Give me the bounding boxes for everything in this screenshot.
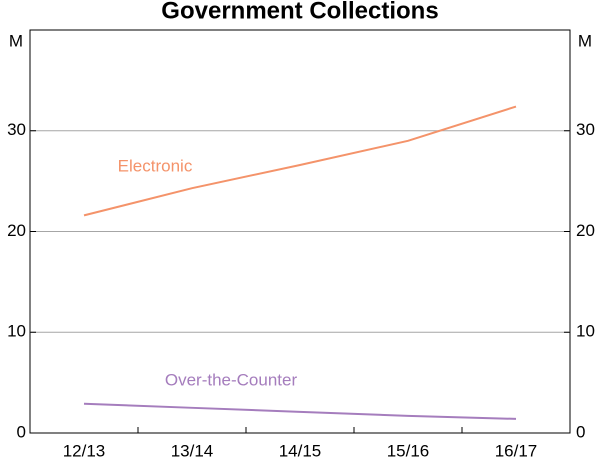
series-label: Electronic bbox=[118, 156, 193, 175]
x-tick-label: 14/15 bbox=[279, 441, 322, 460]
y-tick-label: 30 bbox=[7, 120, 26, 139]
x-tick-label: 15/16 bbox=[387, 441, 430, 460]
series-line bbox=[83, 402, 517, 420]
x-tick-label: 16/17 bbox=[495, 441, 538, 460]
y-tick-label: 0 bbox=[17, 422, 26, 441]
chart-title: Government Collections bbox=[161, 0, 438, 24]
series-label: Over-the-Counter bbox=[165, 370, 298, 389]
y-tick-label: 20 bbox=[7, 221, 26, 240]
x-tick-label: 12/13 bbox=[63, 441, 106, 460]
x-tick-label: 13/14 bbox=[171, 441, 214, 460]
y-tick-label: 10 bbox=[7, 322, 26, 341]
y2-axis-unit: M bbox=[578, 31, 592, 50]
y2-tick-label: 30 bbox=[576, 120, 595, 139]
y-axis-unit: M bbox=[9, 31, 23, 50]
y2-tick-label: 0 bbox=[576, 422, 585, 441]
y2-tick-label: 20 bbox=[576, 221, 595, 240]
series-line bbox=[83, 105, 517, 217]
y2-tick-label: 10 bbox=[576, 322, 595, 341]
